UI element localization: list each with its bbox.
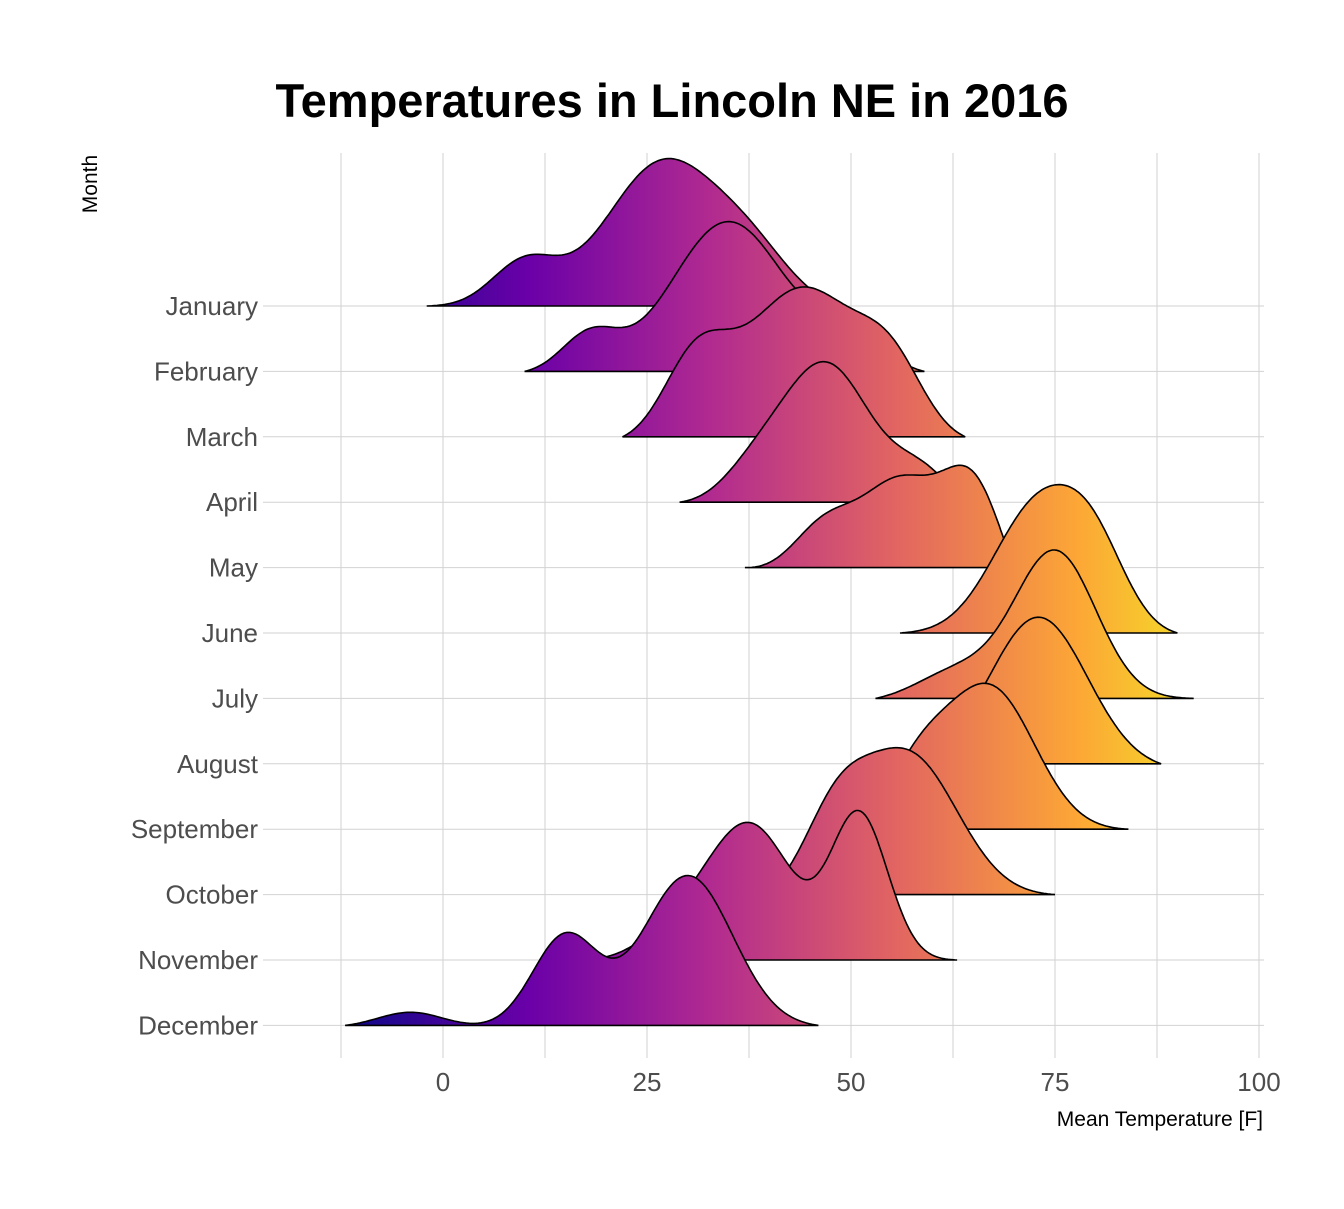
y-tick-label: May xyxy=(209,553,258,583)
ridge-april xyxy=(679,360,968,503)
x-tick-label: 50 xyxy=(837,1067,866,1097)
y-tick-labels: January February March April May June July Augu… xyxy=(131,291,259,1040)
ridge-december xyxy=(344,874,819,1027)
x-tick-label: 75 xyxy=(1041,1067,1070,1097)
y-tick-label: October xyxy=(166,880,259,910)
ridges xyxy=(344,157,1194,1027)
ridge-may xyxy=(744,464,1016,569)
x-tick-label: 100 xyxy=(1237,1067,1280,1097)
chart-title: Temperatures in Lincoln NE in 2016 xyxy=(275,74,1068,127)
x-tick-label: 25 xyxy=(633,1067,662,1097)
y-tick-label: August xyxy=(177,749,259,779)
y-tick-label: July xyxy=(212,683,258,713)
x-tick-labels: 0 25 50 75 100 xyxy=(436,1067,1281,1097)
y-tick-label: September xyxy=(131,814,259,844)
y-tick-label: January xyxy=(166,291,259,321)
y-tick-label: December xyxy=(138,1010,258,1040)
y-tick-label: April xyxy=(206,487,258,517)
x-tick-label: 0 xyxy=(436,1067,450,1097)
y-axis-title: Month xyxy=(79,155,102,213)
x-axis-title: Mean Temperature [F] xyxy=(1057,1108,1263,1131)
y-tick-label: March xyxy=(186,422,258,452)
y-tick-label: November xyxy=(138,945,258,975)
y-tick-label: June xyxy=(202,618,258,648)
y-tick-label: February xyxy=(154,356,258,386)
ridge-march xyxy=(622,286,966,438)
